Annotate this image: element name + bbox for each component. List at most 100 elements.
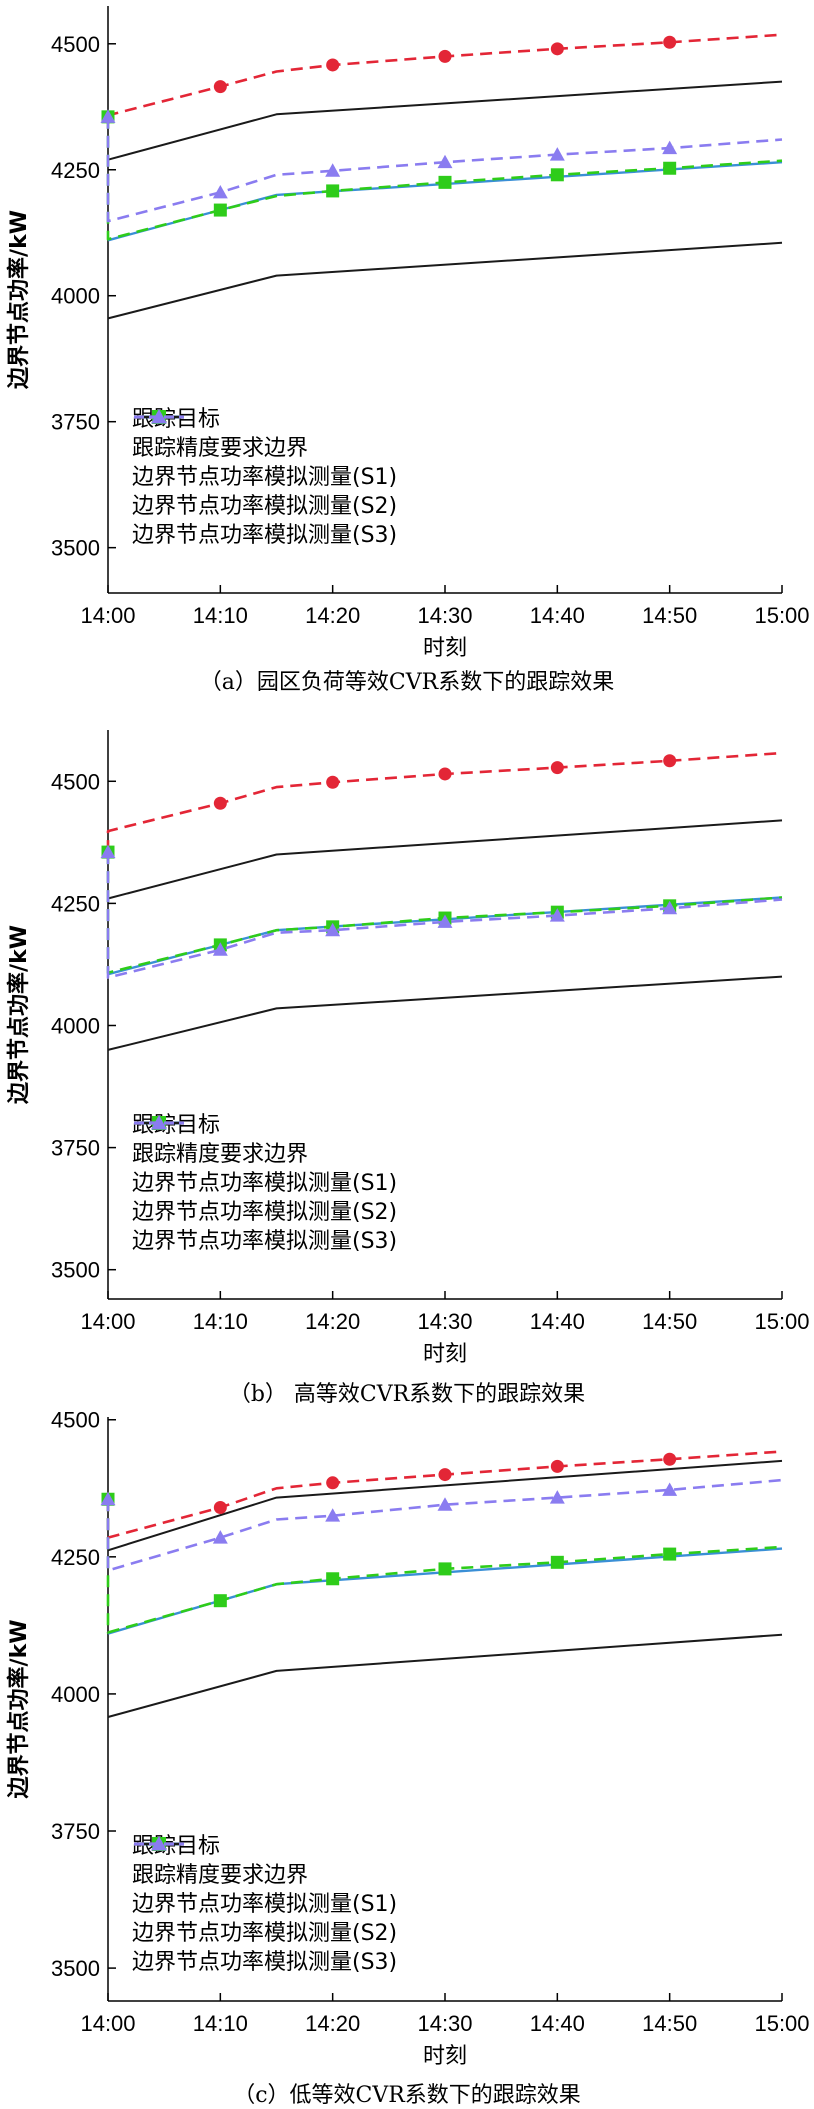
legend-label: 边界节点功率模拟测量(S1) xyxy=(132,464,398,490)
data-point-s2 xyxy=(326,184,340,198)
series-line-s3 xyxy=(106,1478,783,1572)
data-point-s3 xyxy=(212,184,228,199)
y-tick-label: 4250 xyxy=(51,1545,100,1570)
series-line-s3 xyxy=(106,852,783,979)
legend-item-s2: 边界节点功率模拟测量(S2) xyxy=(132,1837,398,1946)
series-line-boundary xyxy=(107,80,783,161)
data-point-s3 xyxy=(325,1508,341,1522)
legend-item-boundary: 跟踪精度要求边界 xyxy=(132,1842,397,1888)
data-point-s3 xyxy=(549,908,565,922)
data-point-s3 xyxy=(100,1491,116,1506)
x-tick-label: 14:30 xyxy=(417,603,472,628)
chart-caption: （b） 高等效CVR系数下的跟踪效果 xyxy=(228,1382,586,1407)
legend-label: 边界节点功率模拟测量(S2) xyxy=(132,1920,398,1946)
data-point-s2 xyxy=(438,1562,452,1576)
legend-label: 边界节点功率模拟测量(S1) xyxy=(132,1891,398,1917)
legend-item-target: 跟踪目标 xyxy=(132,1829,397,1859)
series-line-boundary xyxy=(107,975,783,1051)
x-tick-label: 14:50 xyxy=(642,2011,697,2036)
x-tick-label: 14:40 xyxy=(530,603,585,628)
x-tick-label: 14:00 xyxy=(80,1309,135,1334)
chart-caption: （a）园区负荷等效CVR系数下的跟踪效果 xyxy=(199,670,615,695)
series-line-boundary xyxy=(107,1459,783,1552)
y-tick-label: 4500 xyxy=(51,769,100,794)
legend-label: 跟踪目标 xyxy=(132,406,221,432)
data-point-s1 xyxy=(663,35,677,49)
legend-item-s1: 边界节点功率模拟测量(S1) xyxy=(132,1116,398,1196)
data-point-s1 xyxy=(213,80,227,94)
data-point-s3 xyxy=(549,1490,565,1504)
x-axis-label: 时刻 xyxy=(423,1342,467,1367)
series-line-boundary xyxy=(107,1633,783,1718)
x-tick-label: 15:00 xyxy=(754,1309,809,1334)
y-tick-label: 3750 xyxy=(51,1819,100,1844)
data-point-s3 xyxy=(212,942,228,956)
legend-item-s1: 边界节点功率模拟测量(S1) xyxy=(132,1837,398,1917)
data-point-s2 xyxy=(326,1572,340,1586)
series-line-s1 xyxy=(106,1450,783,1539)
data-point-s3 xyxy=(212,1530,228,1544)
legend-item-s3: 边界节点功率模拟测量(S3) xyxy=(132,408,397,548)
data-point-s3 xyxy=(100,844,116,859)
y-axis-label: 边界节点功率/kW xyxy=(6,1620,32,1800)
x-tick-label: 14:10 xyxy=(193,1309,248,1334)
data-point-s1 xyxy=(326,58,340,72)
x-tick-label: 14:50 xyxy=(642,603,697,628)
legend-item-boundary: 跟踪精度要求边界 xyxy=(132,1121,397,1167)
legend-item-s3: 边界节点功率模拟测量(S3) xyxy=(132,1835,398,1975)
x-axis-label: 时刻 xyxy=(423,2044,467,2069)
data-point-s1 xyxy=(550,1459,564,1473)
chart-panel-b: 3500 3750 4000 4250 4500 14:00 14:10 14:20 14:30… xyxy=(0,713,814,1413)
legend-label: 跟踪精度要求边界 xyxy=(132,1862,309,1888)
x-tick-label: 14:50 xyxy=(642,1309,697,1334)
y-tick-label: 3750 xyxy=(51,1136,100,1161)
data-point-s3 xyxy=(662,1482,678,1496)
x-tick-label: 15:00 xyxy=(754,2011,809,2036)
y-tick-label: 4250 xyxy=(51,158,100,183)
data-point-s1 xyxy=(326,775,340,789)
x-axis-label: 时刻 xyxy=(423,636,467,661)
y-axis-label: 边界节点功率/kW xyxy=(6,925,32,1105)
x-tick-label: 14:30 xyxy=(417,2011,472,2036)
data-point-s2 xyxy=(663,161,677,175)
y-tick-label: 4000 xyxy=(51,284,100,309)
legend-label: 边界节点功率模拟测量(S3) xyxy=(132,1949,398,1975)
y-tick-label: 3500 xyxy=(51,536,100,561)
data-point-s3 xyxy=(662,140,678,155)
legend-label: 跟踪精度要求边界 xyxy=(132,435,309,461)
legend-item-s1: 边界节点功率模拟测量(S1) xyxy=(132,410,398,490)
series-line-boundary xyxy=(107,241,783,320)
data-point-s1 xyxy=(550,42,564,56)
legend-item-boundary: 跟踪精度要求边界 xyxy=(132,415,397,461)
data-point-s1 xyxy=(438,1468,452,1482)
legend-item-s2: 边界节点功率模拟测量(S2) xyxy=(132,1116,398,1225)
data-point-s1 xyxy=(326,1476,340,1490)
data-point-s1 xyxy=(550,761,564,775)
x-tick-label: 14:40 xyxy=(530,1309,585,1334)
legend-symbol xyxy=(134,1835,184,1851)
legend-symbol xyxy=(134,1114,184,1130)
series-line-boundary xyxy=(107,819,783,900)
x-tick-label: 14:20 xyxy=(305,1309,360,1334)
legend-label: 跟踪目标 xyxy=(132,1112,221,1138)
chart-panel-a: 3500 3750 4000 4250 4500 14:00 14:10 14:20 14:30… xyxy=(0,0,814,700)
chart-svg: 3500 3750 4000 4250 4500 14:00 14:10 14:20 14:30… xyxy=(6,730,810,1367)
y-tick-label: 4000 xyxy=(51,1013,100,1038)
data-point-s2 xyxy=(550,168,564,182)
legend-label: 边界节点功率模拟测量(S2) xyxy=(132,1199,398,1225)
chart-legend: 跟踪目标 跟踪精度要求边界 边界节点功率模拟测量(S1) 边界节点功率模拟测量(… xyxy=(132,1108,398,1254)
chart-svg: 3500 3750 4000 4250 4500 14:00 14:10 14:20 14:30… xyxy=(6,1408,810,2069)
legend-label: 边界节点功率模拟测量(S2) xyxy=(132,493,398,519)
legend-label: 边界节点功率模拟测量(S1) xyxy=(132,1170,398,1196)
y-tick-label: 4000 xyxy=(51,1682,100,1707)
legend-label: 边界节点功率模拟测量(S3) xyxy=(132,1228,398,1254)
x-tick-label: 14:00 xyxy=(80,603,135,628)
legend-marker-s3 xyxy=(150,408,168,424)
y-tick-label: 4500 xyxy=(51,32,100,57)
chart-legend: 跟踪目标 跟踪精度要求边界 边界节点功率模拟测量(S1) 边界节点功率模拟测量(… xyxy=(132,402,398,548)
legend-item-target: 跟踪目标 xyxy=(132,402,397,432)
legend-marker-s3 xyxy=(150,1835,168,1851)
x-tick-label: 14:20 xyxy=(305,603,360,628)
data-point-s1 xyxy=(213,796,227,810)
y-tick-label: 3500 xyxy=(51,1956,100,1981)
